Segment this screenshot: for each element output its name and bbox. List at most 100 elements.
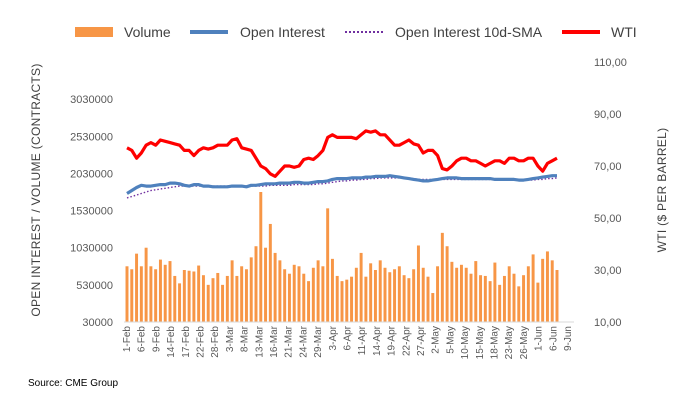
volume-bar <box>455 267 459 322</box>
volume-bar <box>416 245 420 322</box>
volume-bar <box>555 270 559 322</box>
volume-bar <box>440 232 444 322</box>
wti-line <box>126 129 558 178</box>
volume-bar <box>230 260 234 322</box>
volume-bar <box>545 251 549 322</box>
volume-bar <box>431 293 435 322</box>
volume-bar <box>517 286 521 322</box>
volume-bar <box>259 192 263 322</box>
volume-bar <box>144 247 148 322</box>
volume-bar <box>273 252 277 322</box>
x-tick-label: 6-Apr <box>343 325 354 350</box>
volume-bar <box>135 253 139 322</box>
x-tick-label: 9-Jun <box>563 326 574 351</box>
volume-bar <box>522 275 526 322</box>
x-tick-label: 17-Feb <box>181 326 192 358</box>
volume-bar <box>407 278 411 322</box>
volume-bar <box>278 260 282 322</box>
left-tick-label: 1530000 <box>70 206 113 218</box>
volume-bar <box>158 259 162 322</box>
x-tick-label: 24-Mar <box>298 325 309 357</box>
source-note: Source: CME Group <box>28 378 119 389</box>
x-tick-label: 21-Mar <box>284 325 295 357</box>
volume-bar <box>541 258 545 322</box>
right-tick-label: 110,00 <box>594 57 627 69</box>
volume-bar <box>154 269 158 322</box>
volume-bar <box>244 269 248 322</box>
volume-bar <box>459 264 463 322</box>
x-tick-label: 19-Apr <box>387 325 398 356</box>
open-interest-sma-line <box>126 177 558 199</box>
volume-bar <box>388 272 392 322</box>
legend: Volume Open Interest Open Interest 10d-S… <box>75 24 637 40</box>
x-tick-label: 6-Feb <box>137 326 148 353</box>
legend-open-interest-label: Open Interest <box>240 24 325 40</box>
volume-bar <box>139 266 143 322</box>
left-tick-label: 1030000 <box>70 243 113 255</box>
x-tick-label: 3-Apr <box>328 325 339 350</box>
volume-bar <box>340 281 344 322</box>
volume-bar <box>378 260 382 322</box>
x-tick-label: 8-Mar <box>240 325 251 352</box>
right-axis-title: WTI ($ PER BARREL) <box>655 128 669 253</box>
right-tick-label: 50,00 <box>594 213 622 225</box>
volume-bar <box>321 266 325 322</box>
x-tick-label: 29-Mar <box>313 325 324 357</box>
volume-bar <box>297 266 301 322</box>
volume-bar <box>536 282 540 322</box>
x-tick-label: 13-Mar <box>254 325 265 357</box>
volume-bar <box>254 246 258 322</box>
volume-bar <box>268 223 272 322</box>
volume-bar <box>287 273 291 322</box>
volume-bar <box>307 281 311 322</box>
x-tick-label: 5-May <box>445 326 456 354</box>
left-tick-label: 2030000 <box>70 168 113 180</box>
volume-bar <box>302 273 306 322</box>
volume-bar <box>498 284 502 322</box>
volume-bar <box>192 271 196 322</box>
legend-open-interest-sma-label: Open Interest 10d-SMA <box>395 24 543 40</box>
left-tick-label: 2530000 <box>70 131 113 143</box>
x-tick-label: 14-Feb <box>166 326 177 358</box>
left-tick-label: 530000 <box>76 280 113 292</box>
volume-bar <box>469 273 473 322</box>
x-tick-label: 15-May <box>475 326 486 359</box>
x-tick-label: 22-Apr <box>401 325 412 356</box>
volume-bar <box>421 267 425 322</box>
volume-bar <box>264 247 268 322</box>
volume-bar <box>397 266 401 322</box>
volume-bar <box>335 275 339 322</box>
x-axis-ticks: 1-Feb 6-Feb 9-Feb 14-Feb 17-Feb 22-Feb 28-Feb 3… <box>122 325 574 359</box>
volume-bar <box>512 273 516 322</box>
volume-bar <box>168 261 172 322</box>
volume-bar <box>354 267 358 322</box>
volume-bar <box>402 275 406 322</box>
volume-bar <box>493 262 497 322</box>
x-tick-label: 26-May <box>519 326 530 359</box>
x-tick-label: 18-May <box>490 326 501 359</box>
volume-bar <box>345 279 349 322</box>
x-tick-label: 28-Feb <box>210 326 221 358</box>
volume-bar <box>369 263 373 322</box>
x-tick-label: 23-May <box>504 326 515 359</box>
volume-bar <box>240 266 244 322</box>
volume-bar <box>330 258 334 322</box>
legend-volume-swatch <box>75 27 113 37</box>
volume-bar <box>216 272 220 322</box>
volume-bar <box>383 267 387 322</box>
volume-bar <box>173 275 177 322</box>
x-tick-label: 9-Feb <box>151 326 162 353</box>
volume-bar <box>125 266 129 322</box>
volume-bars <box>125 192 559 322</box>
right-tick-label: 10,00 <box>594 317 622 329</box>
volume-bar <box>197 265 201 322</box>
x-tick-label: 3-Mar <box>225 325 236 352</box>
volume-bar <box>130 269 134 322</box>
volume-bar <box>316 260 320 322</box>
volume-bar <box>502 275 506 322</box>
volume-bar <box>531 254 535 322</box>
series-lines <box>126 129 558 199</box>
x-tick-label: 2-May <box>431 326 442 354</box>
x-tick-label: 6-Jun <box>548 326 559 351</box>
